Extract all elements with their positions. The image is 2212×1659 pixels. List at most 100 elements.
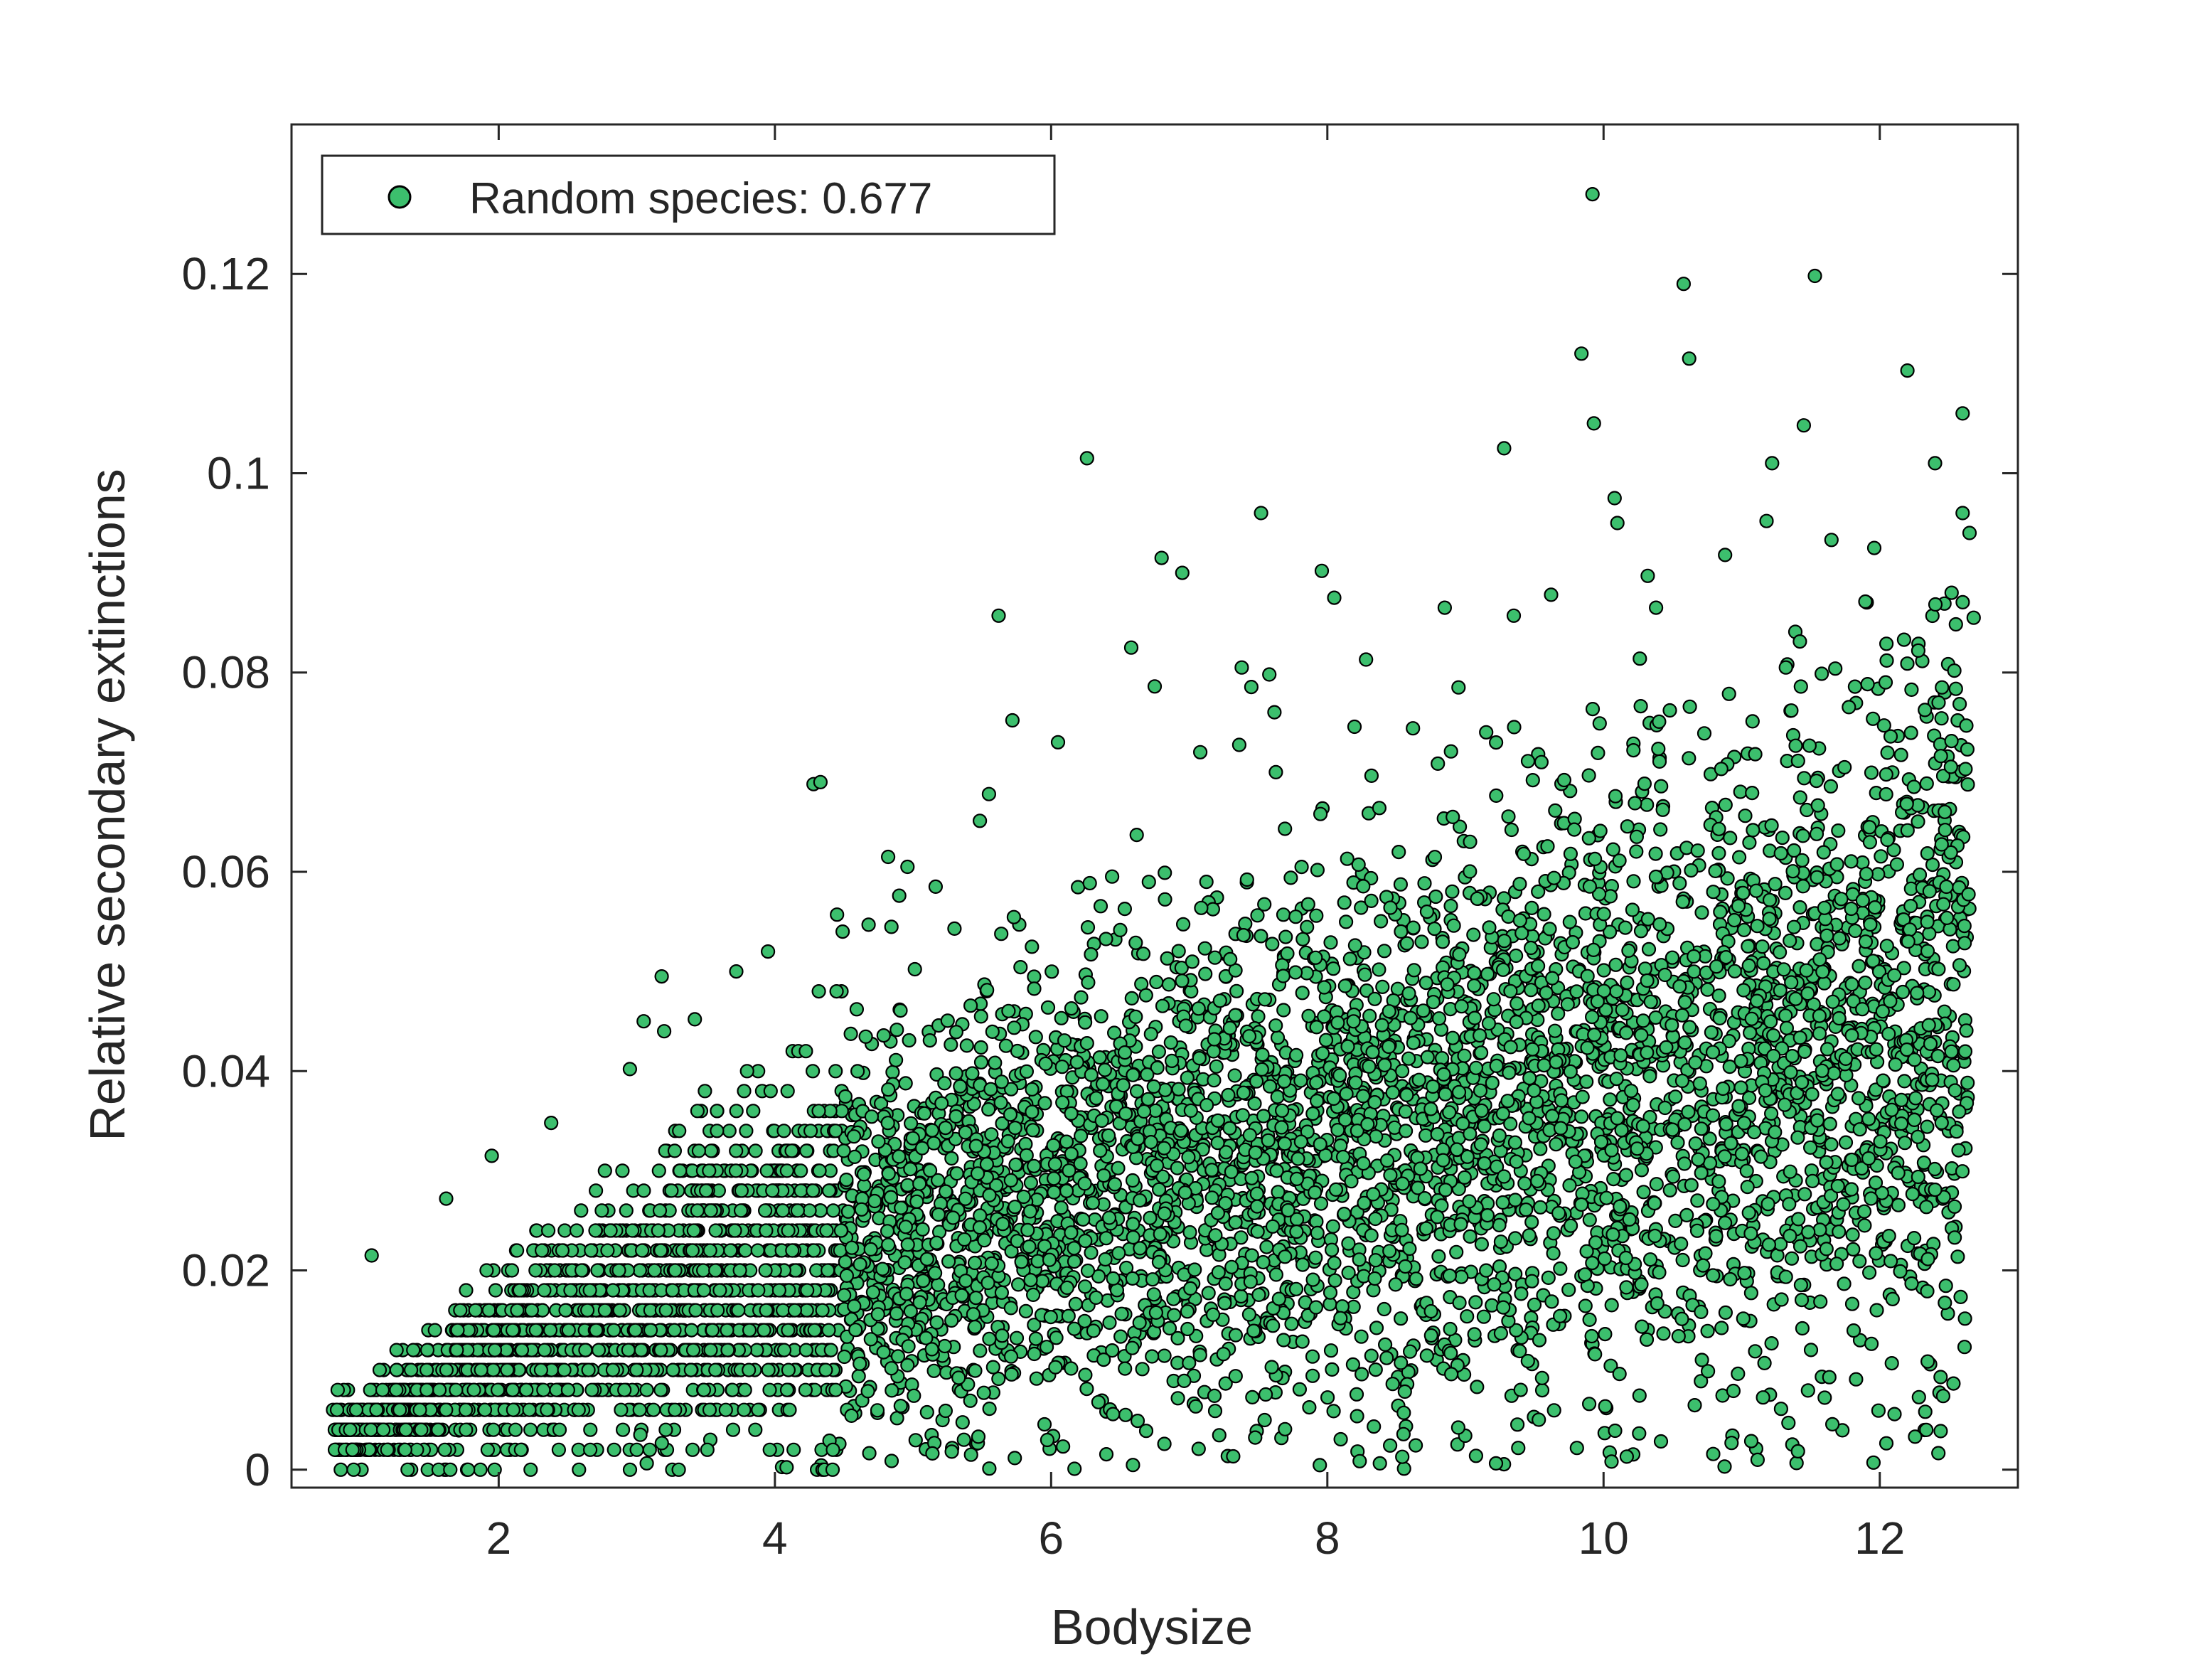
- data-point: [1618, 1168, 1634, 1183]
- data-point: [1580, 969, 1595, 983]
- data-point: [1532, 1412, 1546, 1427]
- data-point: [1700, 1323, 1715, 1338]
- data-point: [1891, 1197, 1906, 1212]
- data-point: [1916, 1155, 1931, 1170]
- data-point: [738, 1243, 753, 1258]
- data-point: [488, 1283, 503, 1298]
- data-point: [1867, 900, 1882, 915]
- data-point: [1886, 843, 1901, 858]
- data-point: [1711, 1174, 1726, 1189]
- data-point: [1844, 1296, 1860, 1311]
- data-point: [982, 1401, 997, 1417]
- data-point: [1581, 768, 1596, 783]
- data-point: [1431, 1011, 1447, 1026]
- data-point: [1340, 1039, 1355, 1054]
- data-point: [963, 1393, 978, 1408]
- data-point: [1579, 1074, 1594, 1089]
- data-point: [1582, 1312, 1597, 1328]
- data-point: [1574, 1109, 1589, 1124]
- data-point: [1672, 979, 1687, 994]
- data-point: [1364, 768, 1379, 784]
- data-point: [1025, 939, 1040, 954]
- data-point: [1809, 826, 1824, 841]
- data-point: [1341, 1236, 1356, 1251]
- data-point: [1920, 944, 1935, 959]
- data-point: [1866, 1455, 1881, 1470]
- data-point: [696, 1382, 712, 1397]
- data-point: [1476, 1309, 1491, 1324]
- data-point: [1605, 842, 1620, 857]
- data-point: [1504, 822, 1519, 838]
- data-point: [837, 1349, 852, 1365]
- data-point: [705, 1323, 720, 1338]
- data-point: [1800, 1383, 1815, 1398]
- data-point: [1288, 909, 1303, 924]
- data-point: [1481, 1016, 1496, 1031]
- data-point: [1564, 1218, 1578, 1233]
- data-point: [898, 1076, 913, 1091]
- data-point: [1783, 1228, 1797, 1244]
- data-point: [1852, 1122, 1867, 1137]
- data-point: [1880, 832, 1895, 848]
- data-point: [1183, 1103, 1198, 1119]
- data-point: [976, 1385, 991, 1400]
- data-point: [1794, 1292, 1810, 1308]
- data-point: [870, 1403, 885, 1418]
- data-point: [1944, 733, 1959, 749]
- data-point: [938, 1184, 953, 1199]
- data-point: [1064, 1361, 1079, 1376]
- data-point: [1783, 1065, 1798, 1080]
- data-point: [1864, 1336, 1879, 1351]
- data-point: [844, 1408, 859, 1424]
- data-point: [1862, 1265, 1877, 1280]
- data-point: [1542, 922, 1557, 937]
- data-point: [1788, 738, 1803, 753]
- data-point: [848, 1323, 863, 1338]
- data-point: [1880, 745, 1895, 760]
- data-point: [1879, 786, 1893, 802]
- data-point: [835, 924, 850, 939]
- data-point: [1411, 1072, 1426, 1087]
- data-point: [1207, 1032, 1222, 1047]
- data-point: [1911, 814, 1925, 829]
- data-point: [1750, 1452, 1765, 1467]
- data-point: [849, 1002, 865, 1017]
- data-point: [1732, 850, 1747, 865]
- data-point: [1920, 914, 1935, 929]
- data-point: [1525, 772, 1540, 788]
- data-point: [1819, 1242, 1834, 1257]
- data-point: [1473, 1028, 1487, 1043]
- data-point: [1648, 846, 1663, 861]
- data-point: [786, 1442, 801, 1457]
- data-point: [908, 1433, 923, 1448]
- data-point: [1788, 991, 1803, 1006]
- data-point: [710, 1104, 725, 1119]
- data-point: [1025, 1287, 1041, 1303]
- data-point: [1212, 993, 1227, 1008]
- data-point: [838, 1089, 853, 1104]
- data-point: [1852, 1254, 1867, 1269]
- data-point: [1768, 877, 1783, 892]
- data-point: [973, 1208, 988, 1223]
- data-point: [1035, 1274, 1050, 1289]
- data-point: [1401, 1051, 1416, 1066]
- data-point: [1957, 1044, 1973, 1059]
- data-point: [1702, 1131, 1717, 1146]
- data-point: [1632, 1388, 1647, 1403]
- data-points: [326, 187, 1981, 1477]
- data-point: [1055, 1095, 1070, 1110]
- data-point: [1402, 1344, 1418, 1359]
- data-point: [1248, 1145, 1263, 1161]
- data-point: [1619, 1280, 1634, 1295]
- data-point: [1585, 1009, 1600, 1025]
- data-point: [1077, 1279, 1093, 1294]
- data-point: [1930, 1103, 1945, 1118]
- data-point: [1758, 1083, 1773, 1098]
- data-point: [1417, 1190, 1432, 1206]
- data-point: [1446, 918, 1461, 933]
- data-point: [1350, 1409, 1364, 1424]
- data-point: [1939, 879, 1954, 895]
- data-point: [1126, 1229, 1140, 1245]
- data-point: [1274, 1103, 1290, 1118]
